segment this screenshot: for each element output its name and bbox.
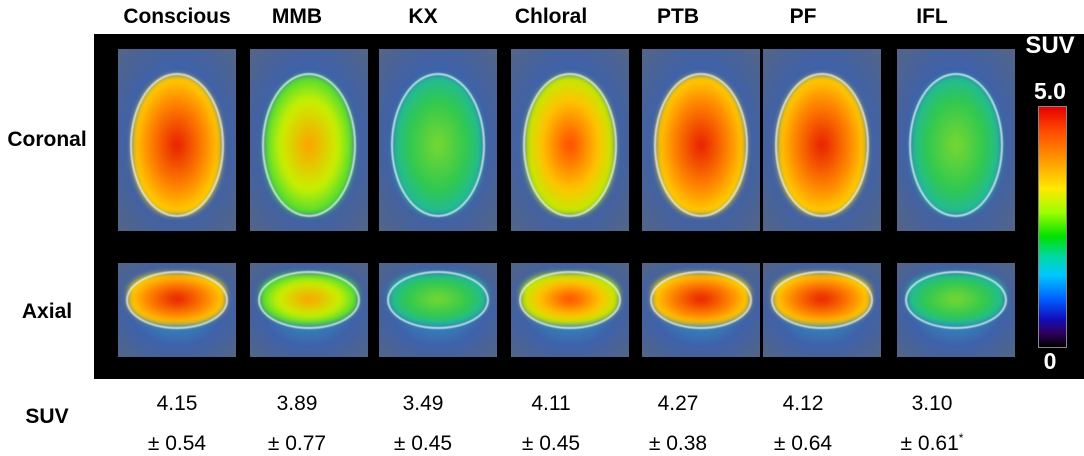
suv-sd-text: ± 0.77	[267, 432, 327, 455]
suv-row-label: SUV	[25, 405, 69, 428]
scan-axial-ptb	[642, 263, 760, 357]
suv-value-chloral: 4.11 ± 0.45	[486, 392, 616, 456]
scan-coronal-ptb	[642, 49, 760, 231]
colorbar-title: SUV	[1025, 32, 1075, 59]
column-title-mmb: MMB	[271, 5, 323, 28]
significance-mark: *	[958, 431, 964, 445]
suv-sd: ± 0.77	[232, 426, 362, 456]
scan-axial-conscious	[118, 263, 236, 357]
suv-mean: 4.11	[531, 392, 571, 415]
scan-axial-chloral	[511, 263, 629, 357]
colorbar-max-label: 5.0	[1034, 78, 1066, 104]
scan-axial-kx	[379, 263, 497, 357]
suv-value-conscious: 4.15 ± 0.54	[112, 392, 242, 456]
suv-mean: 3.89	[276, 392, 318, 415]
column-title-chloral: Chloral	[514, 5, 588, 28]
pet-ct-image-panel	[94, 34, 1016, 379]
suv-sd: ± 0.54	[112, 426, 242, 456]
row-label-axial: Axial	[21, 300, 73, 323]
scan-coronal-pf	[763, 49, 881, 231]
suv-sd: ± 0.45	[486, 426, 616, 456]
suv-value-mmb: 3.89 ± 0.77	[232, 392, 362, 456]
suv-mean: 3.49	[402, 392, 444, 415]
column-title-ifl: IFL	[916, 5, 948, 28]
column-title-kx: KX	[408, 5, 438, 28]
suv-sd-text: ± 0.45	[393, 432, 453, 455]
suv-value-ptb: 4.27 ± 0.38	[613, 392, 743, 456]
column-title-conscious: Conscious	[123, 5, 231, 28]
scan-coronal-ifl	[897, 49, 1015, 231]
row-label-coronal: Coronal	[7, 128, 87, 151]
suv-sd-text: ± 0.45	[521, 432, 581, 455]
colorbar-min-label: 0	[1043, 348, 1057, 374]
suv-sd: ± 0.45	[358, 426, 488, 456]
suv-value-pf: 4.12 ± 0.64	[738, 392, 868, 456]
column-title-pf: PF	[789, 5, 817, 28]
scan-coronal-mmb	[250, 49, 368, 231]
suv-value-ifl: 3.10 ± 0.61*	[867, 392, 997, 456]
suv-sd: ± 0.38	[613, 426, 743, 456]
scan-coronal-chloral	[511, 49, 629, 231]
suv-sd-text: ± 0.54	[147, 432, 207, 455]
scan-axial-mmb	[250, 263, 368, 357]
suv-mean: 4.15	[156, 392, 198, 415]
suv-value-kx: 3.49 ± 0.45	[358, 392, 488, 456]
scan-axial-pf	[763, 263, 881, 357]
suv-sd-text: ± 0.64	[773, 432, 833, 455]
suv-mean: 4.27	[657, 392, 699, 415]
scan-coronal-kx	[379, 49, 497, 231]
scan-coronal-conscious	[118, 49, 236, 231]
suv-sd: ± 0.64	[738, 426, 868, 456]
column-title-ptb: PTB	[657, 5, 699, 28]
scan-axial-ifl	[897, 263, 1015, 357]
colorbar-gradient	[1038, 106, 1067, 348]
suv-sd-text: ± 0.38	[648, 432, 708, 455]
suv-sd: ± 0.61*	[867, 426, 997, 456]
suv-sd-text: ± 0.61	[900, 432, 959, 455]
suv-mean: 4.12	[782, 392, 824, 415]
suv-mean: 3.10	[911, 392, 953, 415]
